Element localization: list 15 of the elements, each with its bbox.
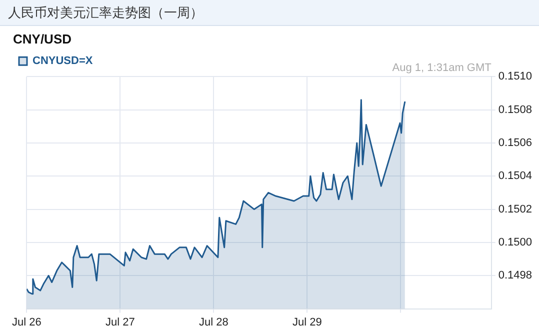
x-tick-label: Jul 29 <box>292 316 322 328</box>
y-tick-label: 0.1510 <box>498 70 532 83</box>
x-tick-label: Jul 26 <box>12 316 42 328</box>
x-tick-label: Jul 27 <box>105 316 135 328</box>
y-tick-label: 0.1498 <box>498 270 532 282</box>
chart-subtitle: CNY/USD <box>13 31 72 46</box>
y-tick-label: 0.1502 <box>498 203 532 216</box>
chart-title: 人民币对美元汇率走势图（一周） <box>0 0 539 26</box>
y-tick-label: 0.1500 <box>498 236 532 248</box>
y-tick-label: 0.1508 <box>498 104 532 116</box>
y-tick-label: 0.1506 <box>498 136 532 149</box>
x-tick-label: Jul 28 <box>198 316 228 328</box>
y-tick-label: 0.1504 <box>498 170 532 182</box>
legend-label: CNYUSD=X <box>32 55 94 68</box>
text: Aug 1, 1:31am GMT <box>392 62 492 74</box>
